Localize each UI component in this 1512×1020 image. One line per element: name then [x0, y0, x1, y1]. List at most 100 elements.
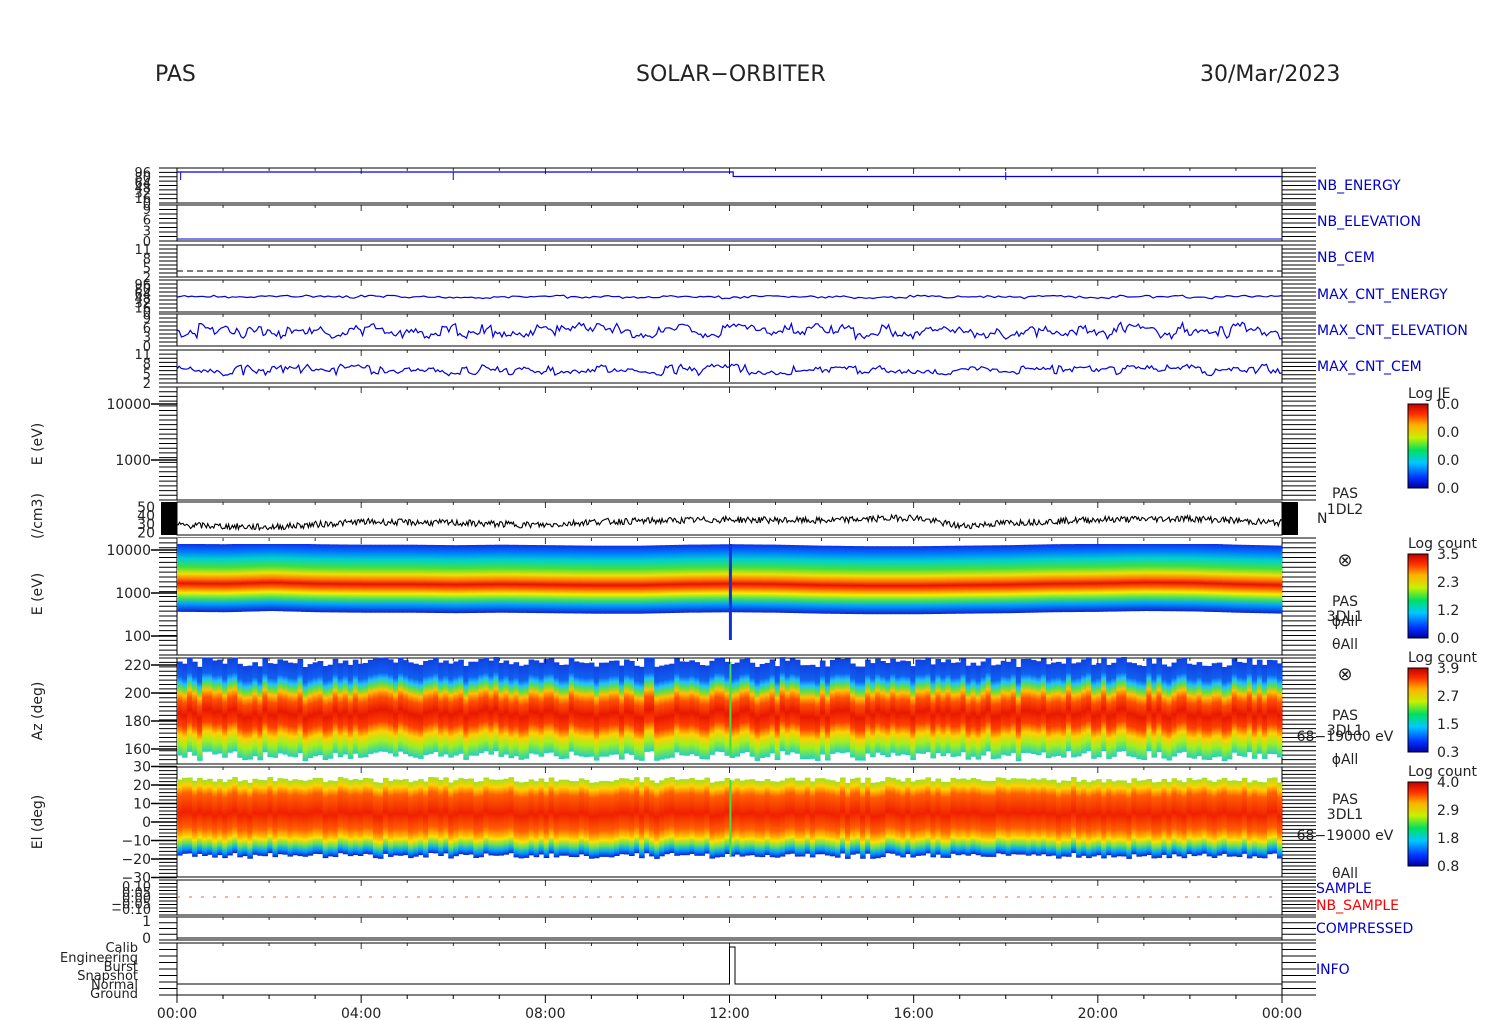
side-label-level: 3DL1 — [1327, 609, 1363, 625]
energy-spectrogram-column — [729, 544, 735, 613]
elevation-column — [1181, 782, 1188, 859]
energy-spectrogram-column — [411, 544, 418, 613]
instrument-title: PAS — [155, 62, 196, 87]
energy-spectrogram-column — [324, 544, 330, 613]
panel-label-compressed: COMPRESSED — [1316, 921, 1413, 937]
ytick-label: 11 — [134, 243, 151, 258]
energy-spectrogram-column — [255, 543, 261, 612]
elevation-column — [649, 780, 655, 857]
energy-spectrogram-column — [1235, 544, 1242, 613]
energy-spectrogram-column — [1180, 543, 1186, 612]
ytick-label: 64 — [134, 287, 151, 302]
ytick-label: 16 — [134, 192, 151, 207]
energy-spectrogram-column — [310, 544, 316, 613]
colorbar-azimuth-tick: 0.3 — [1437, 745, 1459, 761]
energy-spectrogram-column — [485, 544, 491, 613]
energy-spectrogram-column — [439, 545, 445, 613]
energy-spectrogram-column — [536, 545, 542, 614]
colorbar-log-je — [1407, 403, 1429, 489]
energy-spectrogram-column — [374, 544, 381, 613]
azimuth-column — [1005, 661, 1012, 756]
azimuth-column — [1141, 666, 1147, 760]
energy-spectrogram-column — [223, 544, 229, 613]
azimuth-column — [217, 659, 223, 754]
azimuth-column — [568, 657, 575, 752]
azimuth-column — [729, 664, 736, 758]
ytick-label: Burst — [104, 960, 138, 975]
colorbar-energy-tick: 0.0 — [1437, 631, 1459, 647]
ytick-label: 3 — [143, 224, 151, 239]
energy-spectrogram-column — [1084, 543, 1090, 612]
elevation-column — [950, 777, 957, 854]
azimuth-column — [920, 659, 926, 754]
elevation-column — [1081, 779, 1087, 856]
elevation-column — [463, 779, 469, 855]
azimuth-column — [593, 666, 600, 761]
panel-label-info: INFO — [1316, 962, 1350, 978]
elevation-column — [759, 781, 766, 858]
energy-spectrogram-column — [904, 546, 910, 615]
elevation-column — [1020, 778, 1027, 855]
energy-spectrogram-column — [835, 545, 841, 614]
colorbar-energy-tick: 2.3 — [1437, 575, 1459, 591]
ytick-label: 80 — [134, 283, 151, 298]
ytick-label: −30 — [121, 871, 151, 887]
energy-spectrogram-column — [577, 545, 583, 614]
energy-spectrogram-column — [1231, 544, 1237, 613]
energy-spectrogram-column — [1125, 543, 1131, 612]
energy-spectrogram-column — [190, 543, 197, 612]
azimuth-column — [237, 663, 243, 758]
energy-spectrogram-column — [430, 544, 436, 613]
azimuth-column — [222, 663, 228, 758]
azimuth-column — [865, 659, 871, 754]
ytick-label: 0 — [143, 306, 151, 321]
elevation-column — [1040, 778, 1047, 855]
azimuth-column — [1066, 657, 1072, 752]
elevation-column — [1055, 782, 1062, 859]
ytick-label: 80 — [134, 171, 151, 186]
elevation-column — [1061, 780, 1067, 857]
elevation-column — [573, 781, 580, 858]
elevation-column — [222, 782, 228, 859]
elevation-column — [1241, 777, 1248, 854]
energy-spectrogram-column — [738, 544, 744, 613]
elevation-column — [629, 780, 635, 856]
energy-spectrogram-column — [1139, 543, 1145, 612]
energy-spectrogram-column — [697, 544, 703, 613]
elevation-column — [588, 782, 595, 859]
energy-spectrogram-column — [554, 545, 560, 614]
elevation-column — [900, 781, 906, 858]
energy-spectrogram-column — [503, 544, 510, 613]
elevation-column — [342, 778, 349, 855]
elevation-column — [1010, 778, 1017, 855]
azimuth-column — [1116, 657, 1122, 752]
energy-spectrogram-column — [757, 544, 763, 613]
azimuth-column — [955, 662, 962, 757]
energy-spectrogram-column — [351, 544, 358, 613]
energy-spectrogram-column — [296, 543, 302, 612]
energy-spectrogram-column — [614, 545, 620, 614]
energy-spectrogram-column — [1212, 544, 1219, 612]
energy-spectrogram-column — [356, 544, 362, 613]
colorbar-log-je-tick: 0.0 — [1437, 397, 1459, 413]
azimuth-column — [1191, 664, 1198, 759]
azimuth-column — [483, 657, 490, 752]
energy-spectrogram-column — [407, 544, 413, 613]
elevation-column — [920, 779, 926, 856]
energy-spectrogram-column — [559, 545, 565, 614]
energy-spectrogram-column — [936, 546, 942, 614]
energy-spectrogram-column — [1102, 543, 1108, 612]
elevation-column — [202, 780, 208, 856]
y-axis-title: El (deg) — [30, 795, 46, 850]
azimuth-column — [438, 662, 444, 757]
ytick-label: Engineering — [60, 951, 138, 966]
azimuth-column — [332, 658, 339, 753]
elevation-column — [930, 781, 937, 858]
time-tick-label: 12:00 — [709, 1006, 749, 1020]
energy-spectrogram-column — [669, 545, 675, 613]
azimuth-column — [1266, 659, 1273, 754]
energy-spectrogram-column — [913, 546, 919, 615]
elevation-column — [192, 780, 198, 857]
energy-spectrogram-column — [1222, 544, 1228, 613]
azimuth-column — [613, 660, 620, 755]
